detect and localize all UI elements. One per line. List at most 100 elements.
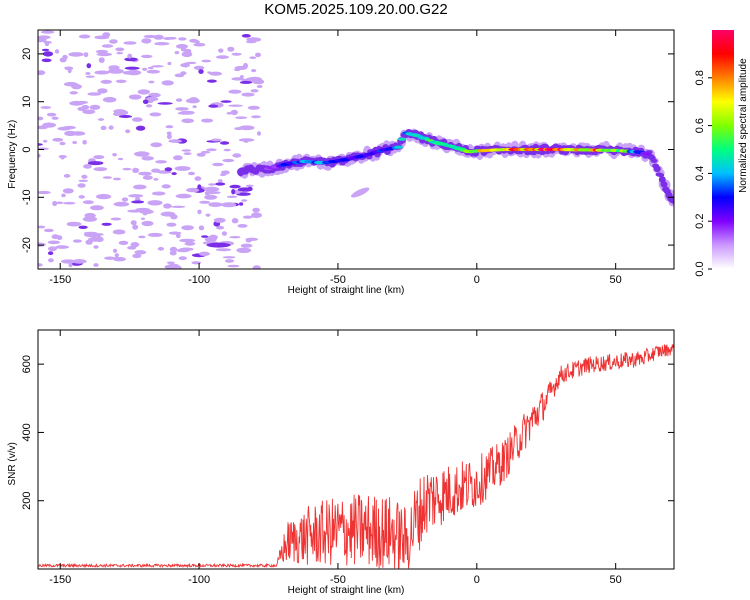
noise-blob xyxy=(66,221,82,227)
noise-blob xyxy=(224,259,235,263)
ridge-core xyxy=(670,199,674,204)
noise-blob xyxy=(241,92,255,97)
noise-blob xyxy=(118,240,129,245)
noise-blob xyxy=(98,57,105,63)
noise-blob xyxy=(77,183,86,188)
noise-blob xyxy=(240,243,253,248)
spectrogram-noise-blobs xyxy=(38,30,265,269)
noise-blob xyxy=(94,70,110,75)
noise-blob xyxy=(191,261,202,265)
ridge-core xyxy=(657,173,665,178)
noise-blob xyxy=(40,30,55,34)
noise-blob xyxy=(256,85,263,88)
colorbar-tick-label: 0.0 xyxy=(694,261,706,276)
noise-blob xyxy=(147,232,163,237)
noise-blob xyxy=(43,41,52,44)
noise-blob xyxy=(234,68,241,72)
noise-blob xyxy=(157,102,173,105)
noise-blob xyxy=(132,253,142,259)
noise-blob xyxy=(115,79,127,84)
noise-blob xyxy=(107,68,124,74)
noise-blob xyxy=(237,224,248,228)
noise-blob xyxy=(100,79,113,84)
noise-blob xyxy=(197,184,202,190)
noise-blob xyxy=(204,194,218,200)
y-tick-label: 20 xyxy=(21,48,33,60)
noise-blob xyxy=(133,184,147,190)
noise-blob xyxy=(252,207,260,213)
colorbar-tick-label: 0.8 xyxy=(694,70,706,85)
ridge-core xyxy=(653,165,661,173)
noise-blob xyxy=(201,150,211,154)
colorbar-tick-label: 0.2 xyxy=(694,214,706,229)
noise-blob xyxy=(89,104,101,110)
ridge-peak xyxy=(643,152,652,156)
noise-blob xyxy=(96,52,113,57)
noise-blob xyxy=(38,225,46,229)
noise-blob xyxy=(231,52,242,56)
noise-blob xyxy=(208,202,223,208)
noise-blob xyxy=(110,217,122,221)
noise-blob xyxy=(78,195,85,199)
noise-blob xyxy=(87,92,102,96)
x-tick-label: -50 xyxy=(330,274,346,286)
noise-blob xyxy=(78,34,91,39)
noise-blob xyxy=(222,158,235,163)
ridge-core xyxy=(658,176,666,183)
noise-blob xyxy=(213,217,226,223)
noise-blob xyxy=(251,115,261,119)
noise-blob xyxy=(83,52,89,58)
noise-blob xyxy=(141,217,145,220)
noise-blob xyxy=(196,152,206,157)
noise-blob xyxy=(128,94,142,100)
noise-blob xyxy=(242,215,253,219)
colorbar-gradient xyxy=(712,30,734,269)
noise-blob xyxy=(83,164,92,169)
noise-blob xyxy=(177,111,190,115)
noise-blob xyxy=(41,48,50,52)
noise-blob xyxy=(97,88,108,94)
x-tick-label: -50 xyxy=(330,574,346,586)
noise-blob xyxy=(166,36,177,40)
noise-blob xyxy=(206,236,211,241)
noise-blob xyxy=(62,188,74,194)
noise-blob xyxy=(81,174,88,179)
noise-blob xyxy=(171,205,186,208)
noise-blob xyxy=(116,51,124,55)
noise-blob xyxy=(201,235,209,238)
noise-blob xyxy=(69,91,78,95)
noise-blob xyxy=(176,44,188,49)
y-tick-label: 10 xyxy=(21,96,33,108)
noise-blob xyxy=(124,57,138,62)
noise-blob xyxy=(46,112,57,117)
y-tick-label: -10 xyxy=(21,189,33,205)
noise-blob xyxy=(138,171,152,176)
noise-blob xyxy=(186,187,200,193)
noise-blob xyxy=(128,194,144,198)
noise-blob xyxy=(181,51,193,58)
noise-blob xyxy=(123,41,137,45)
noise-blob xyxy=(71,83,82,90)
noise-blob xyxy=(43,228,54,233)
colorbar-tick-label: 0.6 xyxy=(694,118,706,133)
noise-blob xyxy=(63,125,76,130)
noise-blob xyxy=(228,104,243,107)
noise-blob xyxy=(173,155,183,161)
noise-blob xyxy=(217,179,223,183)
noise-blob xyxy=(201,59,212,63)
spectrogram-ridge xyxy=(206,128,674,248)
noise-blob xyxy=(229,236,241,239)
noise-blob xyxy=(221,231,227,236)
noise-blob xyxy=(220,141,230,145)
noise-blob xyxy=(175,107,189,111)
noise-blob xyxy=(198,69,204,74)
noise-blob xyxy=(141,220,154,227)
noise-blob xyxy=(245,40,257,44)
noise-blob xyxy=(52,200,58,207)
noise-blob xyxy=(43,139,48,143)
noise-blob xyxy=(197,209,202,215)
noise-blob xyxy=(247,105,260,110)
noise-blob xyxy=(116,110,129,116)
noise-blob xyxy=(188,171,195,176)
noise-blob xyxy=(251,69,257,73)
